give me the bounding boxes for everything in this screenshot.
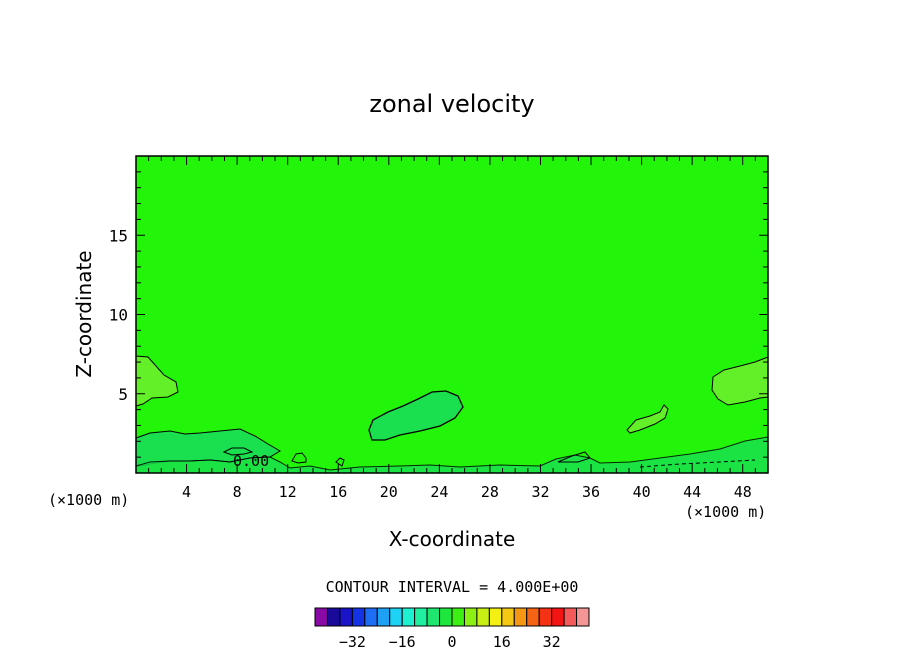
plot-area: 0.00 bbox=[135, 155, 769, 474]
colorbar bbox=[314, 607, 590, 627]
colorbar-swatch bbox=[563, 607, 578, 627]
x-tick-label: 36 bbox=[582, 483, 600, 501]
field-background bbox=[136, 156, 768, 473]
colorbar-swatch bbox=[451, 607, 465, 627]
x-tick-labels: 4 8 12 16 20 24 28 32 36 40 44 48 bbox=[182, 483, 752, 501]
right-small-positive-blob bbox=[626, 404, 669, 434]
mid-domain-blob bbox=[368, 390, 464, 441]
x-tick-label: 48 bbox=[734, 483, 752, 501]
colorbar-swatch bbox=[326, 607, 341, 627]
y-tick-labels: 5 10 15 bbox=[109, 226, 128, 404]
right-edge-positive-blob bbox=[711, 356, 769, 406]
axis-ticks bbox=[136, 156, 768, 473]
colorbar-tick-label: −32 bbox=[339, 633, 366, 651]
colorbar-tick-label: −16 bbox=[389, 633, 416, 651]
x-unit-right: (×1000 m) bbox=[685, 503, 766, 521]
colorbar-swatch bbox=[314, 607, 328, 627]
colorbar-swatch bbox=[439, 607, 453, 627]
colorbar-swatch bbox=[551, 607, 565, 627]
colorbar-swatch bbox=[476, 607, 490, 627]
colorbar-swatch bbox=[526, 607, 540, 627]
contour-value-label: 0.00 bbox=[233, 452, 269, 470]
colorbar-swatch bbox=[463, 607, 478, 627]
y-axis-label: Z-coordinate bbox=[72, 250, 96, 377]
x-axis-label: X-coordinate bbox=[389, 527, 516, 551]
colorbar-swatch bbox=[401, 607, 416, 627]
y-tick-label: 10 bbox=[109, 306, 128, 325]
small-contour-4 bbox=[335, 457, 345, 467]
x-unit-left: (×1000 m) bbox=[48, 491, 129, 509]
colorbar-tick-label: 32 bbox=[543, 633, 561, 651]
colorbar-swatch bbox=[513, 607, 528, 627]
x-tick-label: 24 bbox=[430, 483, 448, 501]
x-tick-label: 12 bbox=[279, 483, 297, 501]
contour-interval-text: CONTOUR INTERVAL = 4.000E+00 bbox=[326, 578, 579, 596]
colorbar-swatch bbox=[501, 607, 515, 627]
colorbar-labels: −32 −16 0 16 32 bbox=[339, 633, 561, 651]
colorbar-tick-label: 0 bbox=[447, 633, 456, 651]
x-tick-label: 16 bbox=[329, 483, 347, 501]
colorbar-swatch bbox=[389, 607, 403, 627]
chart-title: zonal velocity bbox=[369, 90, 534, 118]
colorbar-tick-label: 16 bbox=[493, 633, 511, 651]
small-contour-3 bbox=[557, 451, 591, 463]
x-tick-label: 8 bbox=[233, 483, 242, 501]
left-edge-positive-blob bbox=[135, 355, 179, 407]
x-tick-label: 40 bbox=[633, 483, 651, 501]
x-tick-label: 32 bbox=[531, 483, 549, 501]
x-tick-label: 44 bbox=[683, 483, 701, 501]
y-tick-label: 5 bbox=[118, 385, 128, 404]
colorbar-swatch bbox=[339, 607, 353, 627]
colorbar-swatch bbox=[426, 607, 441, 627]
colorbar-swatch bbox=[414, 607, 428, 627]
y-tick-label: 15 bbox=[109, 226, 128, 245]
colorbar-swatch bbox=[376, 607, 391, 627]
x-tick-label: 4 bbox=[182, 483, 191, 501]
x-tick-label: 28 bbox=[481, 483, 499, 501]
colorbar-swatch bbox=[351, 607, 366, 627]
colorbar-swatch bbox=[538, 607, 553, 627]
colorbar-swatch bbox=[488, 607, 503, 627]
x-tick-label: 20 bbox=[380, 483, 398, 501]
colorbar-swatch bbox=[576, 607, 590, 627]
small-contour-1 bbox=[291, 452, 307, 464]
small-contour-2 bbox=[222, 447, 254, 456]
colorbar-swatch bbox=[364, 607, 378, 627]
near-surface-thin-layer bbox=[135, 436, 769, 474]
